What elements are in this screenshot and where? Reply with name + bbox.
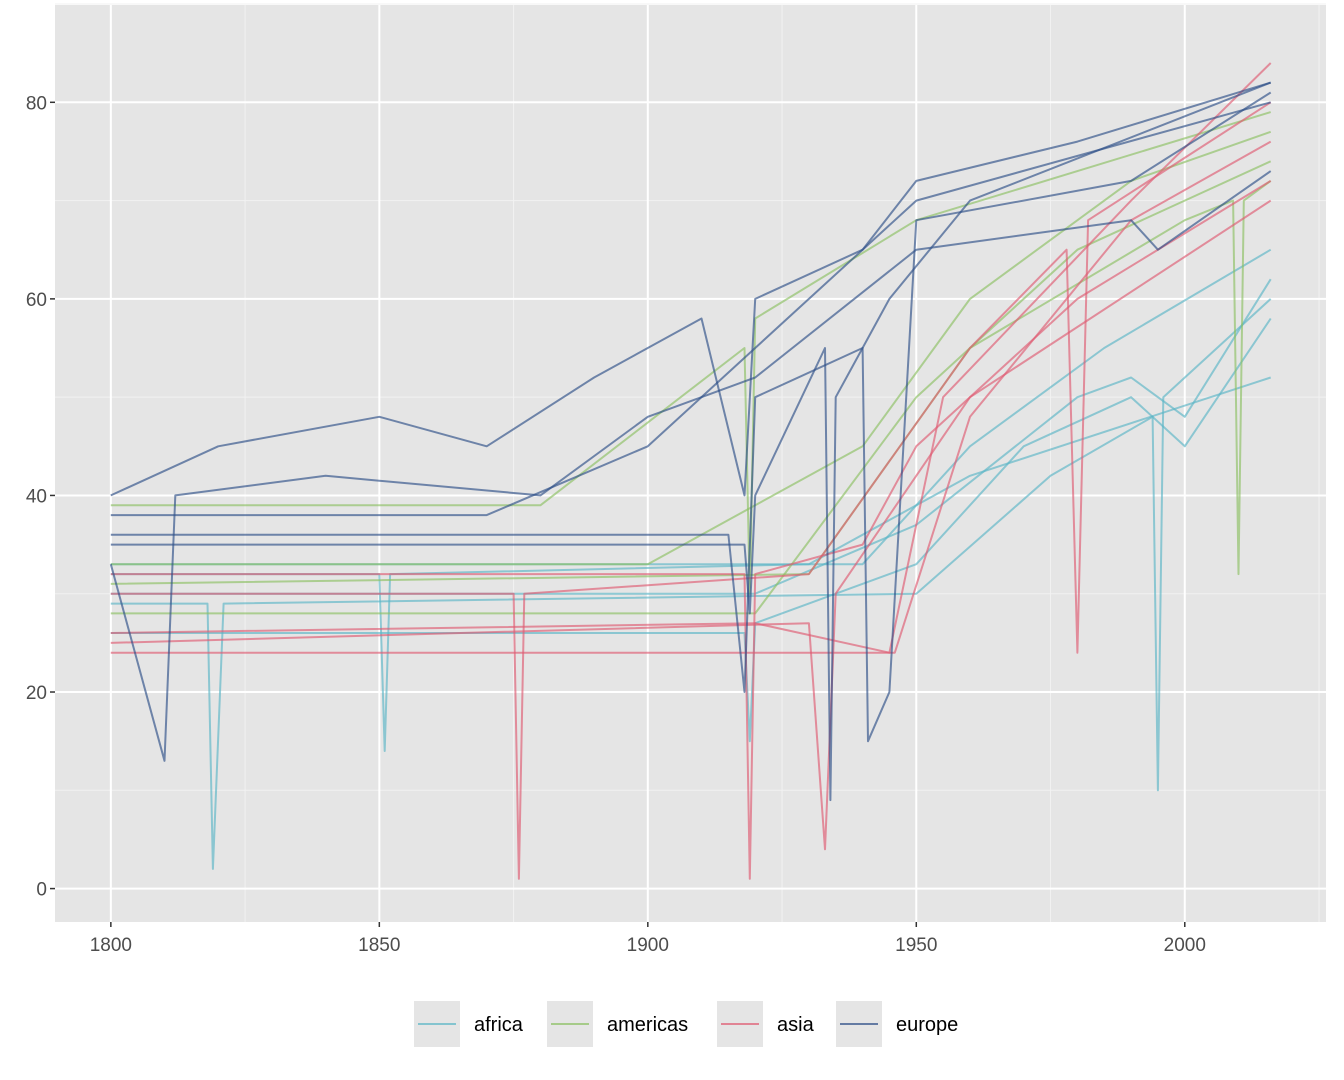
series-line-europe — [110, 91, 1272, 743]
gridlines — [55, 3, 1326, 922]
x-axis: 1800 1850 1900 1950 2000 — [90, 922, 1206, 956]
y-tick-label: 60 — [26, 290, 47, 311]
legend: africa americas asia europe — [414, 1001, 958, 1047]
series-line-americas — [110, 160, 1272, 615]
legend-label-africa: africa — [474, 1014, 524, 1036]
x-tick-label: 1850 — [358, 935, 400, 956]
y-tick-label: 40 — [26, 486, 47, 507]
series-line-europe — [110, 81, 1271, 497]
legend-label-europe: europe — [896, 1014, 958, 1036]
legend-label-americas: americas — [607, 1014, 688, 1036]
series-line-europe — [110, 81, 1272, 802]
series-line-europe — [109, 170, 1272, 762]
x-tick-label: 1900 — [627, 935, 669, 956]
series-line-americas — [110, 130, 1272, 566]
series-lines — [109, 62, 1272, 880]
y-axis: 0 20 40 60 80 — [26, 93, 55, 901]
x-tick-label: 2000 — [1164, 935, 1206, 956]
y-tick-label: 80 — [26, 93, 47, 114]
series-line-asia — [110, 62, 1272, 654]
series-line-asia — [110, 101, 1272, 880]
plot-panel — [55, 5, 1326, 922]
y-tick-label: 0 — [36, 880, 47, 901]
series-line-asia — [110, 140, 1272, 654]
y-tick-label: 20 — [26, 683, 47, 704]
x-tick-label: 1800 — [90, 935, 132, 956]
legend-label-asia: asia — [777, 1014, 815, 1036]
x-tick-label: 1950 — [895, 935, 937, 956]
series-line-africa — [110, 298, 1272, 870]
